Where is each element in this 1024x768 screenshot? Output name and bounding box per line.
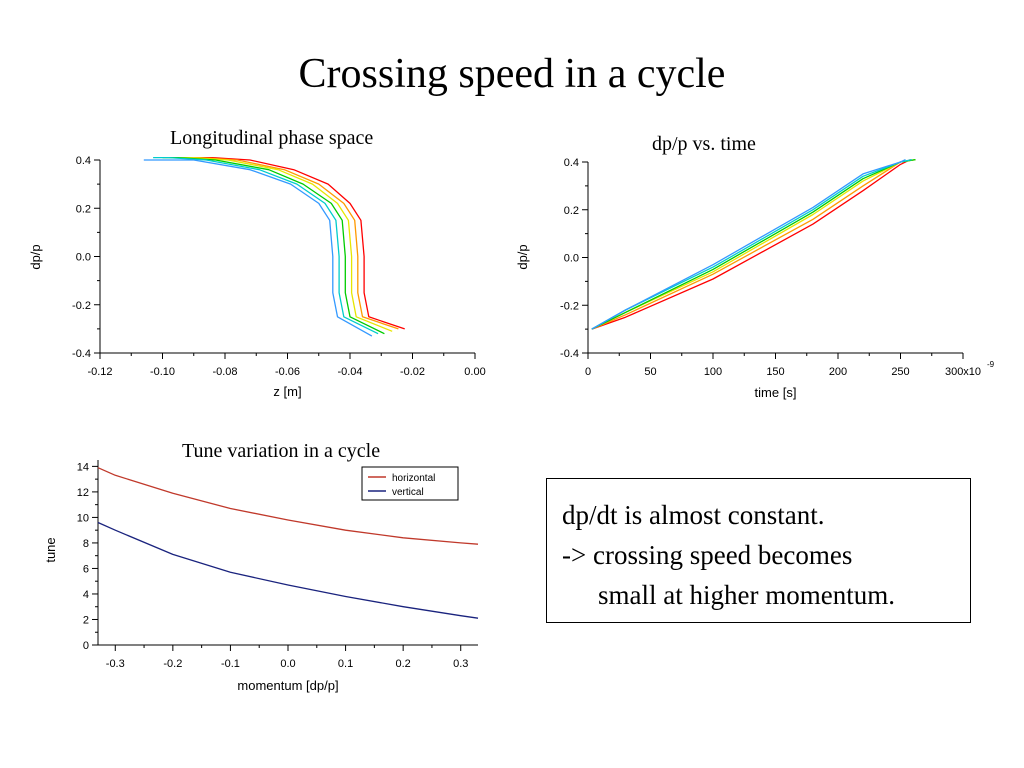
x-tick-label: 150 <box>766 366 784 378</box>
x-axis-label: z [m] <box>273 384 301 399</box>
x-tick-label: -0.08 <box>212 366 237 378</box>
y-tick-label: -0.4 <box>560 348 579 360</box>
x-tick-label: 0.1 <box>338 658 353 670</box>
slide-title: Crossing speed in a cycle <box>298 51 726 97</box>
y-tick-label: 14 <box>77 461 89 473</box>
y-tick-label: 12 <box>77 487 89 499</box>
phase-chart-title: Longitudinal phase space <box>170 127 374 149</box>
series-line-vertical <box>97 521 479 619</box>
y-tick-label: 8 <box>83 538 89 550</box>
dpt-chart-title: dp/p vs. time <box>652 133 756 155</box>
x-tick-label: -0.02 <box>400 366 425 378</box>
note-line-2: -> crossing speed becomes <box>562 540 853 570</box>
y-tick-label: 0 <box>83 640 89 652</box>
y-tick-label: 10 <box>77 512 89 524</box>
x-axis-label: momentum [dp/p] <box>237 678 338 693</box>
y-tick-label: 0.4 <box>564 157 579 169</box>
y-tick-label: 0.2 <box>76 203 91 215</box>
note-line-3: small at higher momentum. <box>598 580 895 610</box>
x-tick-label: -0.1 <box>221 658 240 670</box>
x-tick-label: -0.10 <box>150 366 175 378</box>
y-axis-label: tune <box>43 537 58 562</box>
series-line-trace-1 <box>591 159 911 330</box>
x-axis-label: time [s] <box>755 385 797 400</box>
y-tick-label: -0.2 <box>560 300 579 312</box>
series-line-trace-6 <box>143 159 373 337</box>
series-line-trace-3 <box>171 156 393 332</box>
x-tick-label: 0.3 <box>453 658 468 670</box>
y-tick-label: 0.0 <box>564 253 579 265</box>
series-line-trace-6 <box>591 159 906 330</box>
y-tick-label: 0.4 <box>76 155 91 167</box>
note-line-1: dp/dt is almost constant. <box>562 500 825 530</box>
x-tick-label: 200 <box>829 366 847 378</box>
y-tick-label: 0.2 <box>564 205 579 217</box>
tune-chart-title: Tune variation in a cycle <box>182 440 381 462</box>
x-tick-label: -0.12 <box>87 366 112 378</box>
x-tick-label: 250 <box>891 366 909 378</box>
x-tick-label: -0.06 <box>275 366 300 378</box>
x-tick-label: 100 <box>704 366 722 378</box>
y-tick-label: 6 <box>83 563 89 575</box>
legend-box <box>361 466 459 501</box>
x-tick-label: -0.04 <box>337 366 362 378</box>
y-tick-label: 2 <box>83 614 89 626</box>
legend-label: vertical <box>392 487 424 498</box>
x-tick-label: 0.2 <box>396 658 411 670</box>
y-tick-label: -0.2 <box>72 300 91 312</box>
x-tick-label: -0.3 <box>106 658 125 670</box>
x-tick-label: 0 <box>585 366 591 378</box>
x-tick-label: 0.0 <box>280 658 295 670</box>
series-line-trace-5 <box>153 156 379 335</box>
conclusion-box: dp/dt is almost constant. -> crossing sp… <box>546 478 971 623</box>
y-tick-label: 0.0 <box>76 252 91 264</box>
x-tick-label: 0.00 <box>464 366 485 378</box>
legend-label: horizontal <box>392 473 435 484</box>
y-tick-label: -0.4 <box>72 348 91 360</box>
x-tick-label: 300x10 <box>945 366 981 378</box>
x-tick-label: -0.2 <box>163 658 182 670</box>
series-line-horizontal <box>97 467 479 545</box>
x-tick-label: 50 <box>644 366 656 378</box>
y-tick-label: 4 <box>83 589 89 601</box>
y-axis-label: dp/p <box>28 244 43 269</box>
series-line-trace-1 <box>193 156 405 330</box>
y-axis-label: dp/p <box>515 244 530 269</box>
x-exponent-label: -9 <box>987 360 995 369</box>
